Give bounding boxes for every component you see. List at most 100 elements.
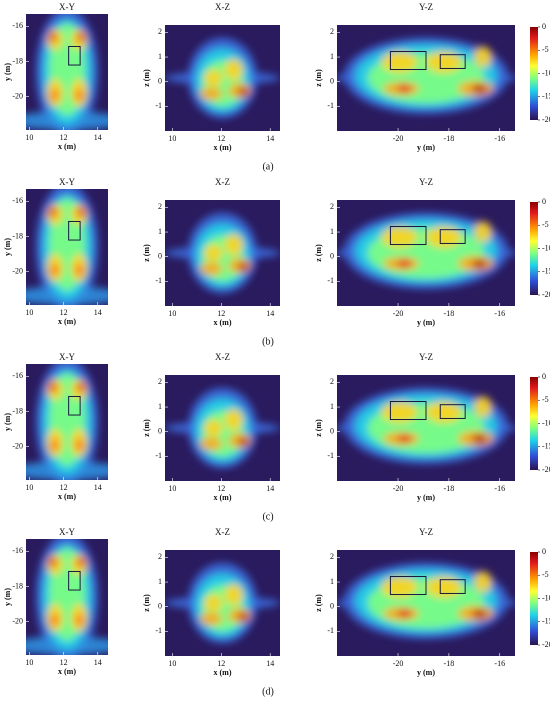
- heatmap-intensity: [165, 212, 280, 294]
- x-tick-label: 14: [266, 134, 274, 143]
- x-tick-label: -18: [444, 309, 455, 318]
- panel-row: X-Y10 12 14-16-18-20x (m)y (m)X-Z10 12 14210…: [3, 2, 550, 172]
- y-tick-label: 1: [158, 227, 162, 236]
- intensity-blob: [472, 259, 487, 268]
- intensity-blob: [48, 207, 58, 217]
- panel-title: X-Z: [215, 2, 230, 12]
- y-axis-label: z (m): [142, 419, 151, 437]
- x-axis-label: y (m): [417, 668, 435, 677]
- x-axis-label: y (m): [417, 318, 435, 327]
- colorbar-tick-label: -20: [542, 465, 550, 474]
- x-tick-label: -18: [444, 134, 455, 143]
- panel-caption: (c): [262, 511, 273, 522]
- colorbar-tick-label: -5: [542, 220, 549, 229]
- colorbar: [530, 377, 538, 470]
- intensity-blob: [472, 609, 487, 618]
- y-tick-label: -16: [12, 196, 23, 205]
- y-tick-label: -18: [12, 231, 23, 240]
- x-tick-label: 10: [25, 483, 33, 492]
- intensity-blob: [75, 89, 84, 101]
- y-tick-label: -1: [327, 101, 334, 110]
- x-tick-label: 10: [168, 484, 176, 493]
- panel-title: Y-Z: [419, 177, 433, 187]
- heatmap: [337, 387, 515, 465]
- y-tick-label: 0: [330, 427, 334, 436]
- heatmap-intensity: [165, 562, 280, 644]
- x-axis-label: x (m): [214, 143, 232, 152]
- intensity-blob: [397, 259, 412, 268]
- colorbar: [530, 202, 538, 295]
- x-axis-label: y (m): [417, 493, 435, 502]
- x-tick-label: 12: [60, 483, 68, 492]
- x-tick-label: 14: [94, 308, 102, 317]
- heatmap: [337, 212, 515, 290]
- colorbar-tick-label: -10: [542, 68, 550, 77]
- heatmap-intensity: [337, 212, 515, 290]
- intensity-blob: [204, 244, 223, 262]
- x-axis-label: x (m): [58, 492, 76, 501]
- intensity-blob: [48, 557, 58, 567]
- heatmap: [26, 189, 108, 305]
- target-box: [389, 576, 427, 596]
- colorbar-tick-label: -20: [542, 115, 550, 124]
- target-box: [389, 401, 427, 421]
- target-box: [439, 579, 466, 594]
- x-tick-label: 12: [217, 134, 225, 143]
- intensity-blob: [50, 614, 59, 626]
- x-tick-label: 14: [266, 484, 274, 493]
- y-tick-label: 2: [330, 377, 334, 386]
- intensity-blob: [75, 264, 84, 276]
- panel-caption: (b): [262, 336, 274, 347]
- x-axis-label: x (m): [58, 667, 76, 676]
- x-tick-label: 12: [60, 658, 68, 667]
- heatmap-intensity: [337, 387, 515, 465]
- x-tick-label: 12: [217, 659, 225, 668]
- intensity-blob: [199, 87, 223, 101]
- y-axis-label: y (m): [3, 588, 12, 606]
- y-tick-label: 2: [158, 202, 162, 211]
- y-tick-label: -20: [12, 616, 23, 625]
- y-tick-label: 1: [330, 402, 334, 411]
- y-tick-label: 1: [330, 577, 334, 586]
- x-tick-label: 14: [266, 309, 274, 318]
- y-tick-label: -16: [12, 546, 23, 555]
- heatmap: [165, 562, 280, 644]
- y-tick-label: 0: [158, 252, 162, 261]
- intensity-blob: [48, 382, 58, 392]
- y-tick-label: 2: [330, 202, 334, 211]
- y-tick-label: 0: [158, 427, 162, 436]
- intensity-blob: [397, 84, 412, 93]
- colorbar-tick-label: 0: [542, 372, 546, 381]
- colorbar-tick-label: -10: [542, 243, 550, 252]
- x-axis-label: y (m): [417, 143, 435, 152]
- heatmap: [165, 37, 280, 119]
- y-axis-label: z (m): [314, 69, 323, 87]
- y-tick-label: -20: [12, 91, 23, 100]
- panel-title: X-Z: [215, 527, 230, 537]
- y-tick-label: -16: [12, 21, 23, 30]
- intensity-blob: [204, 594, 223, 612]
- y-tick-label: 0: [158, 602, 162, 611]
- colorbar-tick-label: -15: [542, 617, 550, 626]
- y-axis-label: z (m): [314, 244, 323, 262]
- x-tick-label: -20: [393, 659, 404, 668]
- heatmap: [165, 387, 280, 469]
- panel-title: Y-Z: [419, 2, 433, 12]
- y-tick-label: 1: [158, 577, 162, 586]
- y-tick-label: -20: [12, 266, 23, 275]
- heatmap-intensity: [165, 37, 280, 119]
- x-tick-label: 10: [25, 133, 33, 142]
- x-tick-label: 10: [168, 309, 176, 318]
- y-axis-label: y (m): [3, 413, 12, 431]
- y-tick-label: -18: [12, 406, 23, 415]
- y-tick-label: 0: [330, 602, 334, 611]
- heatmap-intensity: [26, 364, 108, 480]
- panel-caption: (d): [262, 686, 274, 697]
- target-box: [68, 45, 81, 66]
- x-tick-label: -20: [393, 309, 404, 318]
- panel-title: Y-Z: [419, 352, 433, 362]
- heatmap: [26, 539, 108, 655]
- intensity-blob: [199, 437, 223, 451]
- panel-caption: (a): [262, 161, 273, 172]
